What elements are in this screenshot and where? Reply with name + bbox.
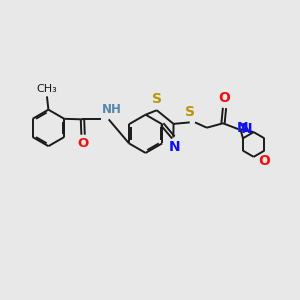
Text: S: S [152,92,162,106]
Text: N: N [169,140,181,154]
Text: O: O [219,91,230,105]
Text: NH: NH [102,103,122,116]
Text: O: O [77,137,89,150]
Text: N: N [241,122,252,136]
Text: O: O [258,154,270,168]
Text: S: S [185,105,195,119]
Text: N: N [237,122,249,135]
Text: CH₃: CH₃ [37,84,57,94]
